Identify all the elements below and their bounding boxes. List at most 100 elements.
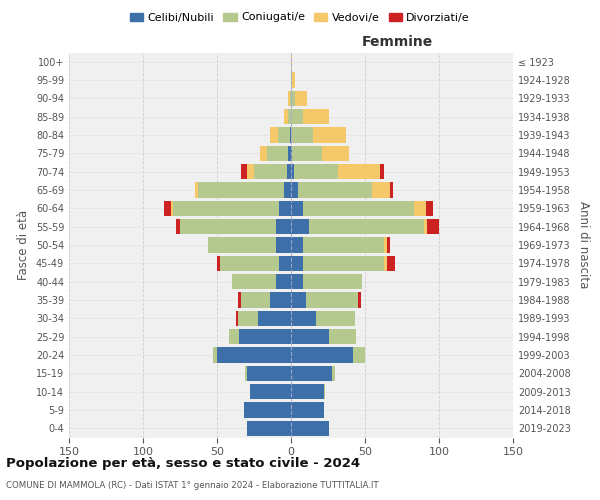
Bar — [291, 91, 295, 106]
Bar — [358, 292, 361, 308]
Bar — [384, 238, 387, 252]
Bar — [292, 146, 322, 161]
Bar — [276, 274, 291, 289]
Bar — [387, 238, 390, 252]
Bar — [239, 329, 291, 344]
Bar — [291, 256, 303, 271]
Bar — [198, 182, 284, 198]
Bar — [306, 292, 358, 308]
Bar — [291, 402, 323, 417]
Bar — [291, 128, 313, 142]
Bar — [303, 201, 414, 216]
Bar — [279, 256, 291, 271]
Bar — [291, 366, 332, 381]
Bar — [291, 384, 323, 399]
Bar — [236, 311, 238, 326]
Bar — [259, 311, 291, 326]
Bar — [291, 182, 298, 198]
Bar — [291, 238, 303, 252]
Bar — [291, 72, 292, 88]
Bar — [292, 72, 295, 88]
Bar — [288, 91, 290, 106]
Bar — [303, 256, 384, 271]
Bar — [238, 311, 259, 326]
Bar — [270, 128, 278, 142]
Bar — [291, 292, 306, 308]
Y-axis label: Anni di nascita: Anni di nascita — [577, 202, 590, 288]
Bar — [291, 54, 292, 69]
Bar — [387, 256, 395, 271]
Bar — [332, 366, 335, 381]
Bar — [390, 182, 393, 198]
Bar — [291, 274, 303, 289]
Bar — [303, 274, 362, 289]
Bar — [338, 164, 380, 179]
Bar — [212, 348, 217, 362]
Bar — [291, 348, 353, 362]
Bar — [287, 164, 291, 179]
Text: COMUNE DI MAMMOLA (RC) - Dati ISTAT 1° gennaio 2024 - Elaborazione TUTTITALIA.IT: COMUNE DI MAMMOLA (RC) - Dati ISTAT 1° g… — [6, 481, 379, 490]
Bar — [276, 238, 291, 252]
Bar — [241, 164, 247, 179]
Bar — [424, 219, 427, 234]
Bar — [254, 164, 287, 179]
Bar — [291, 329, 329, 344]
Bar — [295, 91, 307, 106]
Bar — [268, 146, 288, 161]
Legend: Celibi/Nubili, Coniugati/e, Vedovi/e, Divorziati/e: Celibi/Nubili, Coniugati/e, Vedovi/e, Di… — [125, 8, 475, 27]
Bar — [384, 256, 387, 271]
Bar — [294, 164, 338, 179]
Bar — [176, 219, 180, 234]
Bar — [291, 311, 316, 326]
Bar — [270, 292, 291, 308]
Bar — [164, 201, 171, 216]
Bar — [260, 146, 268, 161]
Bar — [238, 292, 241, 308]
Bar — [217, 256, 220, 271]
Bar — [290, 91, 291, 106]
Bar — [288, 146, 291, 161]
Bar — [313, 128, 346, 142]
Bar — [353, 348, 365, 362]
Bar — [291, 421, 329, 436]
Bar — [247, 164, 254, 179]
Bar — [208, 238, 276, 252]
Bar — [380, 164, 384, 179]
Bar — [180, 219, 276, 234]
Bar — [173, 201, 279, 216]
Bar — [322, 146, 349, 161]
Bar — [288, 109, 291, 124]
Bar — [291, 109, 303, 124]
Bar — [309, 219, 424, 234]
Bar — [316, 311, 355, 326]
Text: Femmine: Femmine — [362, 34, 433, 48]
Bar — [276, 219, 291, 234]
Bar — [414, 201, 425, 216]
Bar — [298, 182, 373, 198]
Bar — [217, 348, 291, 362]
Bar — [284, 182, 291, 198]
Bar — [220, 256, 279, 271]
Bar — [195, 182, 198, 198]
Bar — [291, 146, 292, 161]
Bar — [278, 128, 290, 142]
Bar — [241, 292, 270, 308]
Bar — [427, 219, 439, 234]
Bar — [329, 329, 356, 344]
Bar — [279, 201, 291, 216]
Bar — [291, 164, 294, 179]
Bar — [247, 421, 291, 436]
Bar — [323, 384, 325, 399]
Y-axis label: Fasce di età: Fasce di età — [17, 210, 30, 280]
Bar — [245, 366, 247, 381]
Bar — [247, 366, 291, 381]
Bar — [291, 201, 303, 216]
Bar — [373, 182, 390, 198]
Bar — [244, 402, 291, 417]
Bar — [250, 384, 291, 399]
Text: Popolazione per età, sesso e stato civile - 2024: Popolazione per età, sesso e stato civil… — [6, 458, 360, 470]
Bar — [171, 201, 173, 216]
Bar — [290, 128, 291, 142]
Bar — [229, 329, 239, 344]
Bar — [303, 109, 329, 124]
